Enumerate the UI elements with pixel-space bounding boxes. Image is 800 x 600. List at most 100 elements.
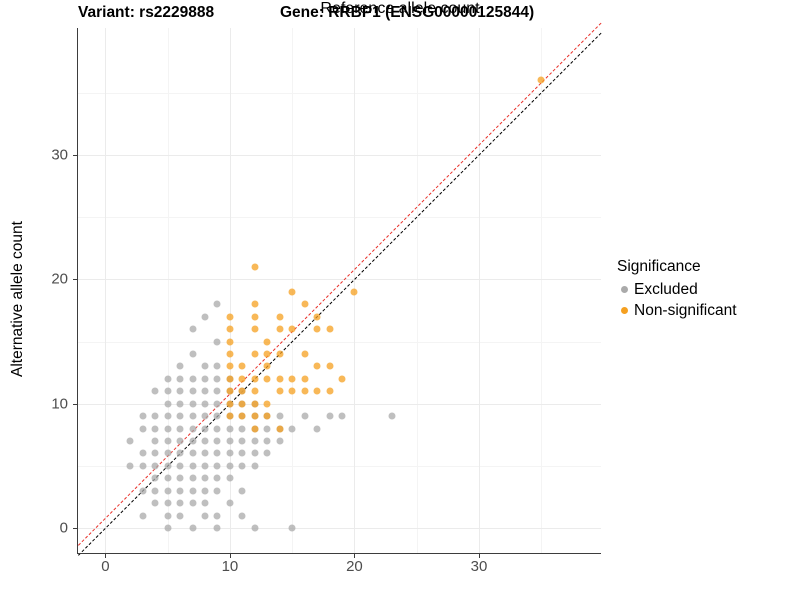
data-point	[213, 487, 221, 495]
data-point	[238, 387, 246, 395]
y-tick-mark	[73, 279, 77, 281]
data-point	[251, 462, 259, 470]
data-point	[276, 425, 284, 433]
data-point	[189, 387, 197, 395]
data-point	[213, 400, 221, 408]
x-axis-title: Reference allele count	[0, 0, 800, 18]
data-point	[251, 387, 259, 395]
data-point	[164, 499, 172, 507]
data-point	[213, 338, 221, 345]
data-point	[226, 449, 234, 457]
data-point	[151, 449, 159, 457]
data-point	[226, 387, 234, 395]
data-point	[276, 325, 284, 333]
data-point	[251, 375, 259, 383]
data-point	[313, 387, 321, 395]
grid-line-horizontal	[78, 528, 601, 530]
legend-item[interactable]: Non-significant	[617, 300, 797, 321]
data-point	[176, 425, 184, 433]
y-tick-label: 20	[51, 270, 68, 288]
data-point	[338, 412, 346, 420]
y-axis-title: Alternative allele count	[9, 221, 26, 377]
y-tick-label: 30	[51, 146, 68, 164]
data-point	[263, 449, 271, 457]
data-point	[263, 350, 271, 358]
legend-swatch	[620, 286, 628, 293]
data-point	[139, 412, 147, 420]
data-point	[139, 425, 147, 433]
x-tick-label: 10	[221, 558, 239, 575]
grid-line-vertical	[416, 28, 418, 553]
y-axis-tick-labels: 0 10 20 30	[0, 0, 68, 600]
data-point	[288, 425, 296, 433]
data-point	[201, 474, 209, 482]
data-point	[226, 325, 234, 333]
x-tick-mark	[229, 554, 231, 558]
data-point	[276, 387, 284, 395]
data-point	[213, 437, 221, 445]
grid-line-horizontal	[78, 92, 601, 94]
data-point	[251, 400, 259, 408]
y-tick-mark	[73, 528, 77, 530]
data-point	[238, 487, 246, 495]
data-point	[176, 362, 184, 370]
data-point	[164, 462, 172, 470]
data-point	[238, 462, 246, 470]
data-point	[251, 263, 259, 271]
grid-line-horizontal	[78, 279, 601, 281]
data-point	[301, 300, 309, 308]
data-point	[176, 375, 184, 383]
data-point	[251, 524, 259, 532]
data-point	[326, 412, 334, 420]
data-point	[251, 325, 259, 333]
grid-line-vertical	[229, 28, 231, 553]
data-point	[151, 412, 159, 420]
data-point	[226, 375, 234, 383]
data-point	[176, 387, 184, 395]
grid-line-vertical	[541, 28, 543, 553]
data-point	[164, 400, 172, 408]
data-point	[326, 362, 334, 370]
data-point	[151, 462, 159, 470]
data-point	[164, 512, 172, 520]
data-point	[201, 449, 209, 457]
data-point	[176, 412, 184, 420]
x-tick-label: 0	[101, 558, 110, 575]
data-point	[213, 375, 221, 383]
data-point	[139, 449, 147, 457]
grid-line-vertical	[478, 28, 480, 553]
data-point	[201, 412, 209, 420]
data-point	[213, 524, 221, 532]
data-point	[151, 437, 159, 445]
data-point	[251, 437, 259, 445]
x-axis-line	[77, 552, 601, 554]
data-point	[189, 375, 197, 383]
data-point	[226, 412, 234, 420]
data-point	[301, 375, 309, 383]
data-point	[301, 412, 309, 420]
data-point	[238, 425, 246, 433]
data-point	[176, 462, 184, 470]
data-point	[201, 512, 209, 520]
data-point	[164, 474, 172, 482]
data-point	[151, 387, 159, 395]
data-point	[189, 412, 197, 420]
data-point	[213, 449, 221, 457]
data-point	[189, 487, 197, 495]
x-axis-title-text: Reference allele count	[320, 0, 480, 17]
legend-item-label: Excluded	[634, 280, 698, 298]
data-point	[213, 412, 221, 420]
grid-line-horizontal	[78, 403, 601, 405]
grid-line-vertical	[105, 28, 107, 553]
y-axis-line	[77, 28, 79, 554]
data-point	[176, 449, 184, 457]
data-point	[139, 512, 147, 520]
data-point	[213, 387, 221, 395]
variant-title: Variant: rs2229888	[78, 4, 215, 21]
data-point	[189, 499, 197, 507]
data-point	[213, 474, 221, 482]
data-point	[263, 412, 271, 420]
data-point	[151, 487, 159, 495]
legend-item[interactable]: Excluded	[617, 279, 797, 300]
data-point	[126, 437, 134, 445]
